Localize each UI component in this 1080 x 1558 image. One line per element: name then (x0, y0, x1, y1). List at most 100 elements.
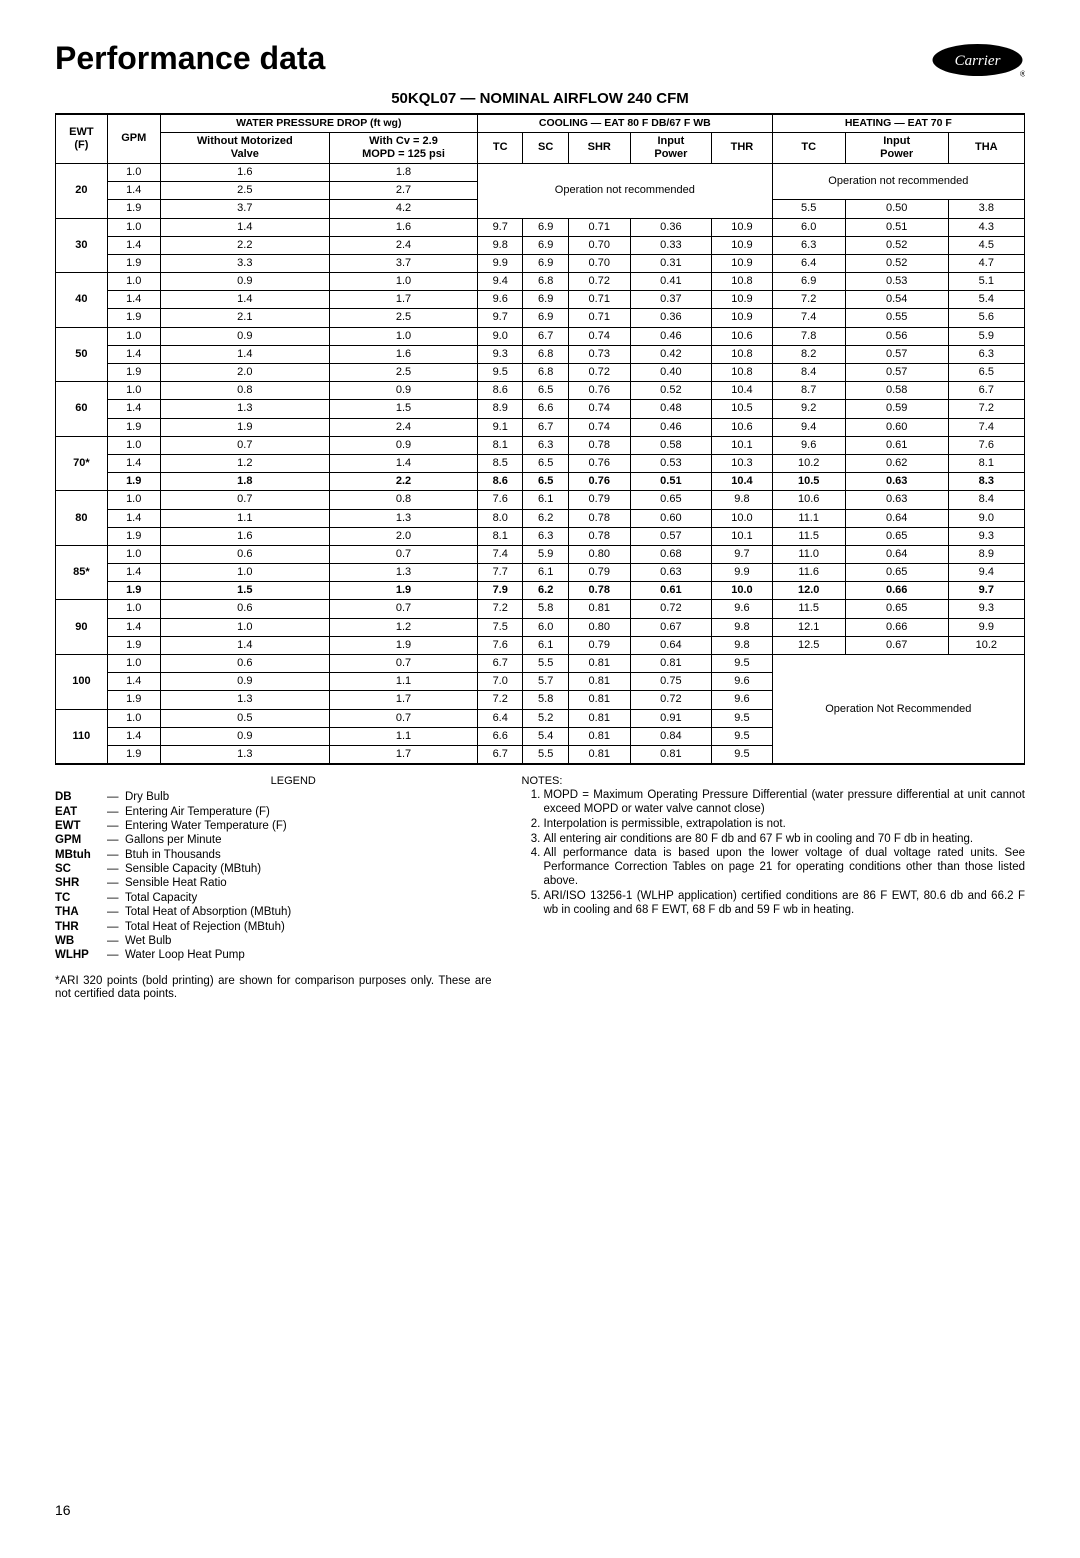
cell-heat: 7.2 (772, 291, 845, 309)
table-row: 1.41.31.58.96.60.740.4810.59.20.597.2 (56, 400, 1025, 418)
cell-ewt: 90 (56, 600, 108, 655)
cell-cool: 7.7 (477, 564, 522, 582)
cell-cool: 5.4 (523, 727, 568, 745)
cell-cool: 0.58 (630, 436, 712, 454)
legend-title: LEGEND (55, 775, 492, 787)
table-row: 601.00.80.98.66.50.760.5210.48.70.586.7 (56, 382, 1025, 400)
legend-abbr: MBtuh (55, 848, 107, 862)
cell-heat: 7.4 (772, 309, 845, 327)
cell-cool: 0.68 (630, 545, 712, 563)
cell-wo: 1.4 (160, 291, 329, 309)
cell-ewt: 85* (56, 545, 108, 600)
legend-row: WLHP—Water Loop Heat Pump (55, 948, 492, 962)
table-row: 1.91.51.97.96.20.780.6110.012.00.669.7 (56, 582, 1025, 600)
cell-cool: 9.9 (712, 564, 772, 582)
cell-heat: 9.9 (948, 618, 1024, 636)
legend-row: THA—Total Heat of Absorption (MBtuh) (55, 905, 492, 919)
legend-def: Wet Bulb (125, 934, 492, 948)
cell-cool: 0.70 (568, 236, 630, 254)
table-row: 1.41.41.79.66.90.710.3710.97.20.545.4 (56, 291, 1025, 309)
cell-cool: 0.81 (568, 745, 630, 764)
cell-gpm: 1.4 (107, 345, 160, 363)
cell-wo: 1.0 (160, 564, 329, 582)
cell-cool: 9.7 (477, 309, 522, 327)
cell-cool: 9.5 (712, 655, 772, 673)
legend-abbr: SHR (55, 876, 107, 890)
cell-gpm: 1.9 (107, 636, 160, 654)
cell-cool: 0.78 (568, 582, 630, 600)
cell-heat: 12.1 (772, 618, 845, 636)
cell-wo: 0.6 (160, 545, 329, 563)
cell-cool: 6.2 (523, 509, 568, 527)
cell-cool: 10.9 (712, 254, 772, 272)
cell-heat: 0.50 (845, 200, 948, 218)
cell-heat: 0.61 (845, 436, 948, 454)
cell-cool: 0.81 (568, 691, 630, 709)
col-cooling: COOLING — EAT 80 F DB/67 F WB (477, 114, 772, 132)
legend-def: Sensible Heat Ratio (125, 876, 492, 890)
cell-cool: 0.81 (568, 709, 630, 727)
table-row: 1.91.41.97.66.10.790.649.812.50.6710.2 (56, 636, 1025, 654)
cell-cool: 0.79 (568, 491, 630, 509)
cell-cool: 0.79 (568, 636, 630, 654)
legend-dash: — (107, 790, 125, 804)
legend-row: EAT—Entering Air Temperature (F) (55, 805, 492, 819)
col-shr: SHR (568, 132, 630, 163)
legend-def: Entering Water Temperature (F) (125, 819, 492, 833)
cell-gpm: 1.0 (107, 491, 160, 509)
cell-wi: 1.4 (330, 454, 478, 472)
cell-wi: 2.7 (330, 182, 478, 200)
cell-ewt: 110 (56, 709, 108, 764)
cell-heat: 9.2 (772, 400, 845, 418)
cell-cool: 7.2 (477, 600, 522, 618)
legend-row: WB—Wet Bulb (55, 934, 492, 948)
cell-heat: 9.3 (948, 527, 1024, 545)
cell-gpm: 1.9 (107, 418, 160, 436)
cell-gpm: 1.9 (107, 745, 160, 764)
cell-cool: 0.75 (630, 673, 712, 691)
cell-cool: 0.63 (630, 564, 712, 582)
note-item: All performance data is based upon the l… (544, 847, 1026, 888)
table-row: 501.00.91.09.06.70.740.4610.67.80.565.9 (56, 327, 1025, 345)
cell-cool: 0.61 (630, 582, 712, 600)
cell-wi: 0.9 (330, 436, 478, 454)
cell-wo: 1.4 (160, 636, 329, 654)
cell-heat: 7.4 (948, 418, 1024, 436)
table-row: 1.91.62.08.16.30.780.5710.111.50.659.3 (56, 527, 1025, 545)
cell-cool: 6.5 (523, 473, 568, 491)
cell-cool: 9.1 (477, 418, 522, 436)
cell-wo: 1.0 (160, 618, 329, 636)
cell-cool: 6.2 (523, 582, 568, 600)
cell-cool: 9.7 (477, 218, 522, 236)
cell-wo: 2.2 (160, 236, 329, 254)
cell-cool: 10.9 (712, 236, 772, 254)
cell-wo: 2.1 (160, 309, 329, 327)
cell-heat: 8.4 (772, 364, 845, 382)
col-sc: SC (523, 132, 568, 163)
cell-heat: 6.0 (772, 218, 845, 236)
note-item: MOPD = Maximum Operating Pressure Differ… (544, 789, 1026, 817)
table-row: 85*1.00.60.77.45.90.800.689.711.00.648.9 (56, 545, 1025, 563)
cell-ewt: 60 (56, 382, 108, 437)
legend-abbr: THA (55, 905, 107, 919)
cell-wi: 1.6 (330, 218, 478, 236)
cell-wi: 1.3 (330, 509, 478, 527)
cell-heat: 8.3 (948, 473, 1024, 491)
col-tha: THA (948, 132, 1024, 163)
cell-gpm: 1.9 (107, 527, 160, 545)
cell-heat: 6.5 (948, 364, 1024, 382)
cell-gpm: 1.4 (107, 291, 160, 309)
cell-cool: 6.7 (523, 418, 568, 436)
cell-gpm: 1.0 (107, 655, 160, 673)
cell-wi: 2.5 (330, 364, 478, 382)
col-with: With Cv = 2.9MOPD = 125 psi (330, 132, 478, 163)
cell-gpm: 1.4 (107, 618, 160, 636)
cell-cool: 5.9 (523, 545, 568, 563)
cell-cool: 10.0 (712, 582, 772, 600)
cell-cool: 10.9 (712, 309, 772, 327)
page-number: 16 (55, 1502, 1025, 1518)
table-row: 301.01.41.69.76.90.710.3610.96.00.514.3 (56, 218, 1025, 236)
cell-cool: 6.1 (523, 491, 568, 509)
cell-cool: 0.84 (630, 727, 712, 745)
cell-wo: 1.3 (160, 691, 329, 709)
